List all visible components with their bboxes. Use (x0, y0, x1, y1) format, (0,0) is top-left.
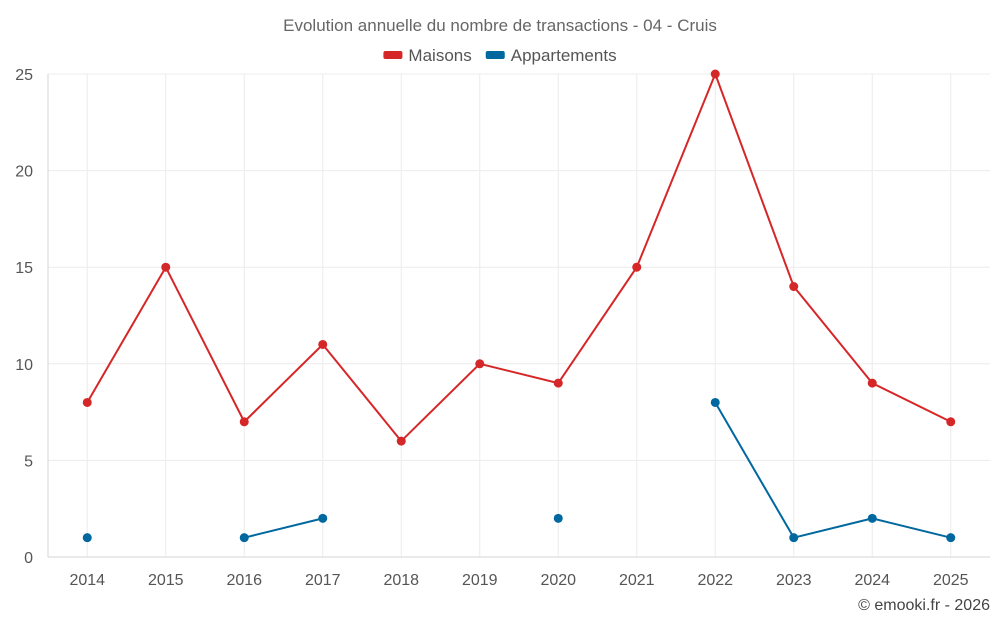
data-point-maisons-2014[interactable] (82, 397, 92, 407)
data-point-maisons-2015[interactable] (161, 262, 171, 272)
series-line-appartements (244, 517, 323, 539)
data-point-maisons-2022[interactable] (710, 69, 720, 79)
x-tick-label: 2021 (619, 572, 655, 589)
series-line-maisons (86, 73, 952, 443)
chart-title: Evolution annuelle du nombre de transact… (283, 16, 717, 35)
y-tick-label: 15 (15, 260, 33, 277)
data-point-maisons-2024[interactable] (867, 378, 877, 388)
data-point-appartements-2024[interactable] (867, 513, 877, 523)
series-line-appartements (714, 401, 951, 539)
legend-label: Appartements (511, 46, 617, 65)
legend-label: Maisons (408, 46, 471, 65)
data-point-maisons-2018[interactable] (396, 436, 406, 446)
data-point-appartements-2014[interactable] (82, 533, 92, 543)
data-point-appartements-2017[interactable] (318, 513, 328, 523)
x-tick-label: 2019 (462, 572, 498, 589)
x-tick-label: 2016 (226, 572, 262, 589)
y-tick-label: 5 (24, 453, 33, 470)
data-point-maisons-2021[interactable] (632, 262, 642, 272)
credit-text: © emooki.fr - 2026 (858, 597, 990, 614)
x-tick-label: 2022 (697, 572, 733, 589)
data-point-appartements-2016[interactable] (239, 533, 249, 543)
y-tick-label: 10 (15, 357, 33, 374)
x-tick-label: 2018 (383, 572, 419, 589)
x-tick-label: 2017 (305, 572, 341, 589)
y-tick-label: 20 (15, 164, 33, 181)
data-point-maisons-2020[interactable] (553, 378, 563, 388)
x-tick-label: 2014 (69, 572, 105, 589)
legend-swatch (485, 51, 505, 59)
data-point-appartements-2022[interactable] (710, 397, 720, 407)
data-point-maisons-2019[interactable] (475, 359, 485, 369)
x-tick-label: 2025 (933, 572, 969, 589)
data-point-appartements-2025[interactable] (946, 533, 956, 543)
data-point-appartements-2023[interactable] (789, 533, 799, 543)
x-tick-label: 2023 (776, 572, 812, 589)
x-tick-label: 2015 (148, 572, 184, 589)
series-appartements (82, 397, 956, 543)
data-point-maisons-2023[interactable] (789, 282, 799, 292)
y-tick-label: 25 (15, 67, 33, 84)
series-maisons (82, 69, 956, 446)
y-tick-label: 0 (24, 550, 33, 567)
data-point-appartements-2020[interactable] (553, 513, 563, 523)
data-point-maisons-2016[interactable] (239, 417, 249, 427)
data-point-maisons-2017[interactable] (318, 339, 328, 349)
series (82, 69, 956, 543)
legend-swatch (383, 51, 403, 59)
x-tick-label: 2020 (540, 572, 576, 589)
legend-item-maisons[interactable]: Maisons (383, 46, 472, 65)
data-point-maisons-2025[interactable] (946, 417, 956, 427)
legend[interactable]: Maisons Appartements (383, 46, 617, 65)
x-tick-label: 2024 (854, 572, 890, 589)
grid (48, 73, 990, 557)
legend-item-appartements[interactable]: Appartements (485, 46, 617, 65)
